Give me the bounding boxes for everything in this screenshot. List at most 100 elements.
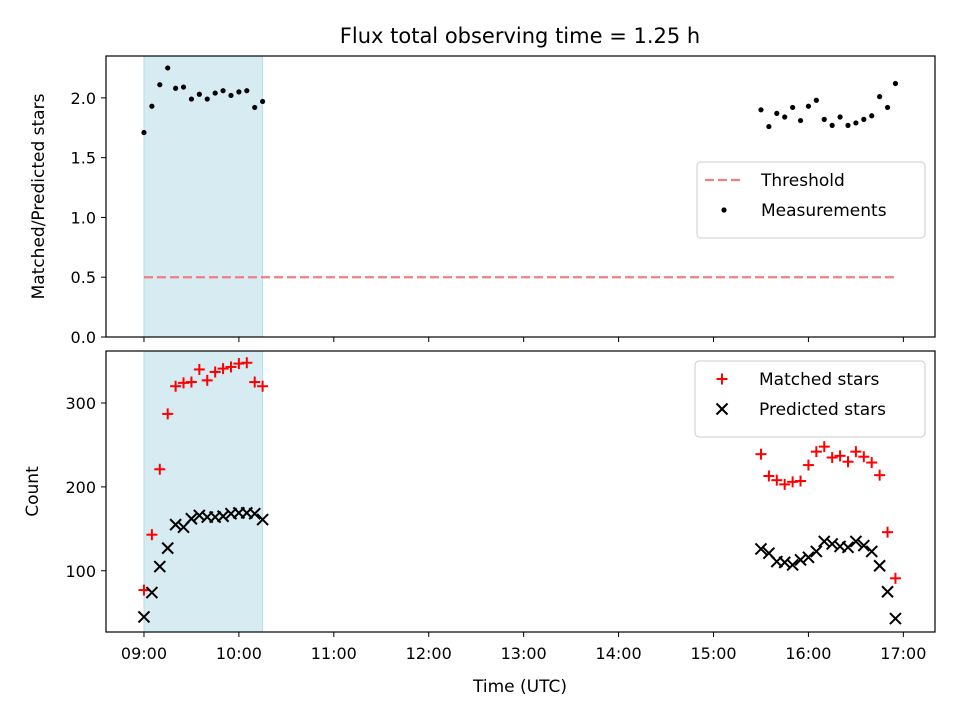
- data-point: [241, 357, 253, 369]
- data-point: [157, 82, 163, 88]
- x-tick-label: 16:00: [785, 644, 831, 663]
- data-point: [884, 104, 891, 111]
- data-point: [813, 97, 819, 103]
- data-point: [228, 92, 234, 99]
- data-point: [185, 376, 197, 388]
- data-point: [153, 560, 166, 573]
- data-point: [858, 451, 870, 463]
- data-point: [137, 610, 151, 624]
- data-point: [145, 586, 159, 599]
- data-point: [889, 612, 902, 625]
- data-point: [193, 363, 205, 375]
- data-point: [257, 380, 269, 392]
- y-tick-label: 2.0: [71, 89, 96, 108]
- data-point: [802, 551, 815, 564]
- data-point: [201, 374, 213, 386]
- data-point: [165, 65, 171, 71]
- data-point: [873, 559, 886, 572]
- data-point: [892, 80, 899, 87]
- y-tick-label: 0.0: [71, 328, 96, 347]
- y-axis-label: Count: [23, 466, 43, 517]
- data-point: [845, 122, 851, 128]
- data-point: [220, 88, 226, 94]
- data-point: [248, 507, 261, 520]
- x-tick-label: 17:00: [880, 644, 926, 663]
- x-axis-label: Time (UTC): [472, 677, 567, 697]
- data-point: [758, 107, 764, 113]
- data-point: [790, 104, 796, 111]
- figure-title: Flux total observing time = 1.25 h: [340, 24, 700, 48]
- data-point: [185, 512, 198, 525]
- legend-box: [696, 161, 926, 239]
- legend-swatch: [721, 207, 727, 213]
- data-point: [869, 113, 875, 119]
- data-point: [865, 545, 878, 558]
- x-tick-label: 13:00: [501, 644, 547, 663]
- axes-frame: [105, 350, 936, 633]
- data-point: [850, 446, 862, 458]
- data-point: [217, 363, 229, 375]
- data-point: [141, 129, 147, 136]
- data-point: [774, 110, 780, 116]
- series-measurements: [141, 65, 899, 136]
- data-point: [173, 85, 179, 91]
- x-tick-label: 14:00: [596, 644, 642, 663]
- data-point: [818, 535, 831, 548]
- y-axis-label: Matched/Predicted stars: [29, 93, 49, 299]
- data-point: [889, 572, 901, 584]
- data-point: [249, 376, 261, 388]
- data-point: [204, 96, 210, 102]
- x-tick-label: 15:00: [690, 644, 736, 663]
- data-point: [169, 518, 182, 531]
- legend: Matched stars Predicted stars: [694, 360, 926, 438]
- legend-label: Predicted stars: [759, 400, 886, 420]
- y-tick-label: 100: [65, 562, 96, 581]
- data-point: [802, 459, 814, 471]
- data-point: [180, 84, 187, 90]
- data-point: [755, 448, 767, 460]
- data-point: [810, 446, 822, 458]
- data-point: [778, 556, 791, 569]
- data-point: [834, 450, 846, 462]
- legend-entry: Matched stars: [716, 370, 879, 390]
- data-point: [766, 123, 772, 130]
- data-point: [754, 542, 768, 556]
- data-point: [874, 469, 886, 481]
- data-point: [236, 89, 242, 95]
- series-matched-stars: [138, 357, 901, 596]
- legend-entry: Predicted stars: [715, 400, 886, 420]
- data-point: [244, 88, 250, 94]
- data-point: [779, 478, 791, 490]
- subplot-1: 0.0 0.5 1.0 1.5 2.0 Matched/Predicted stars Th…: [29, 55, 936, 347]
- data-point: [225, 361, 237, 373]
- data-point: [837, 114, 843, 120]
- plots-group: 0.0 0.5 1.0 1.5 2.0 Matched/Predicted stars Th…: [23, 55, 936, 663]
- data-point: [260, 98, 266, 105]
- data-point: [841, 541, 855, 554]
- y-tick-label: 1.0: [71, 208, 96, 227]
- data-point: [162, 408, 174, 420]
- data-point: [212, 90, 218, 96]
- data-point: [853, 120, 859, 126]
- legend-box: [694, 360, 926, 438]
- legend: Threshold Measurements: [696, 161, 926, 239]
- data-point: [849, 535, 863, 548]
- x-tick-label: 11:00: [311, 644, 357, 663]
- series-predicted-stars: [137, 506, 902, 625]
- data-point: [825, 537, 839, 551]
- data-point: [818, 441, 830, 453]
- data-point: [138, 584, 150, 596]
- x-tick-label: 12:00: [406, 644, 452, 663]
- y-tick-label: 300: [65, 394, 96, 413]
- data-point: [782, 114, 788, 120]
- observing-window-band: [143, 350, 264, 633]
- data-point: [861, 116, 867, 122]
- data-point: [877, 94, 883, 100]
- data-point: [786, 558, 799, 572]
- y-tick-label: 0.5: [71, 268, 96, 287]
- data-point: [842, 456, 854, 468]
- legend-swatch: [715, 402, 729, 416]
- legend-label: Matched stars: [759, 370, 879, 390]
- data-point: [771, 474, 783, 486]
